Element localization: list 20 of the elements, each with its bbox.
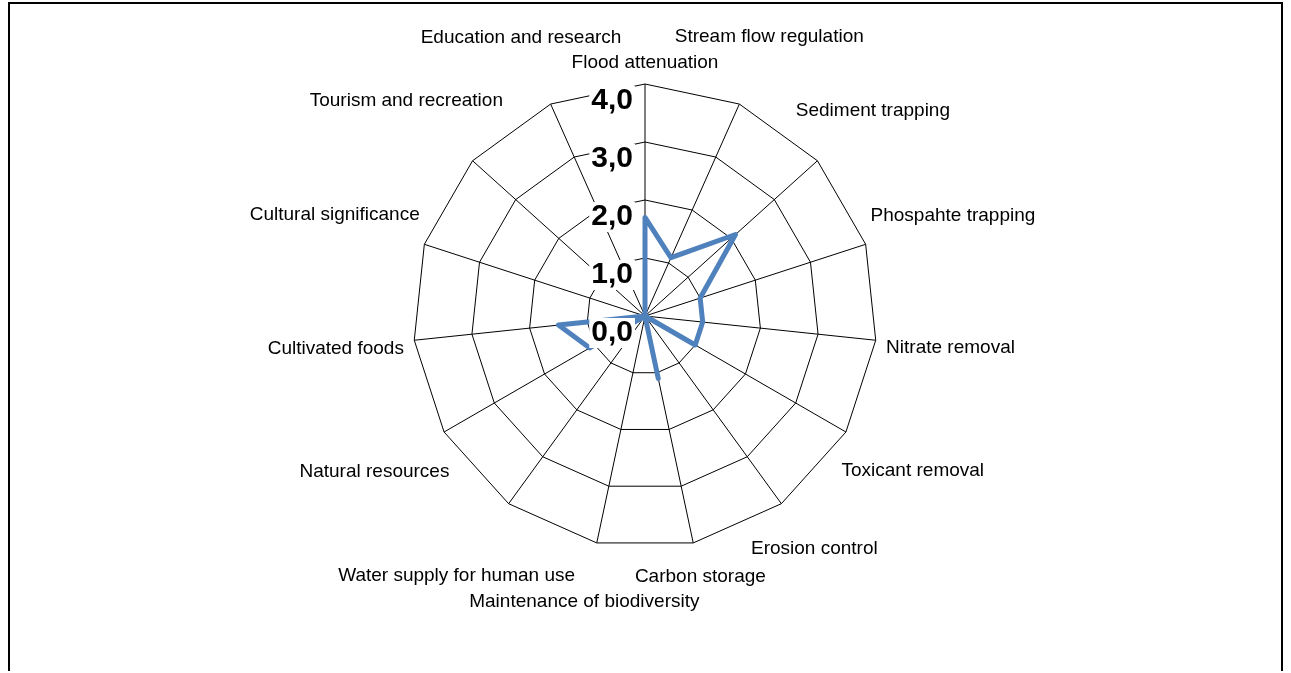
y-tick-label: 3,0 [591, 140, 633, 174]
spoke-label: Stream flow regulation [674, 25, 864, 47]
y-tick-label: 0,0 [591, 314, 633, 348]
spoke-label: Phospahte trapping [870, 204, 1036, 226]
spoke-label: Flood attenuation [571, 51, 719, 73]
spoke-label: Toxicant removal [841, 458, 985, 480]
spoke-label: Tourism and recreation [309, 89, 503, 111]
spoke-label: Natural resources [299, 460, 450, 482]
spoke-label: Sediment trapping [795, 99, 950, 121]
spoke-label: Nitrate removal [886, 336, 1015, 358]
spoke-label: Cultural significance [249, 203, 420, 225]
spoke-label: Maintenance of biodiversity [469, 589, 700, 611]
y-tick-label: 2,0 [591, 198, 633, 232]
spoke-label: Water supply for human use [338, 563, 576, 585]
y-tick-label: 1,0 [591, 256, 633, 290]
spoke-label: Erosion control [751, 537, 878, 559]
spoke-label: Cultivated foods [267, 336, 404, 358]
spoke-label: Education and research [420, 25, 622, 47]
spoke-label: Carbon storage [634, 564, 766, 586]
y-tick-label: 4,0 [591, 82, 633, 116]
